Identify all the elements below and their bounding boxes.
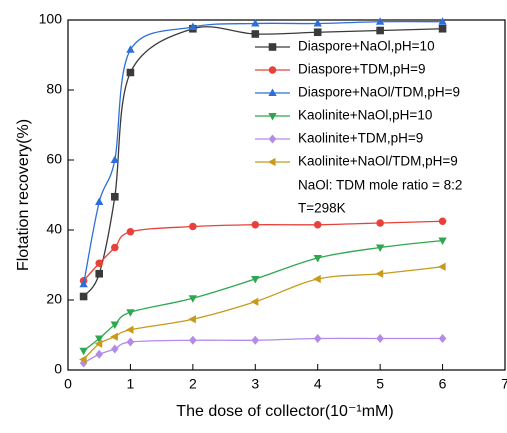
series-line [83, 26, 443, 297]
x-tick-label: 4 [314, 376, 322, 392]
marker [126, 337, 135, 347]
marker [110, 332, 118, 341]
legend-label: Diaspore+TDM,pH=9 [298, 62, 426, 77]
marker [126, 309, 135, 317]
marker [313, 333, 322, 344]
marker [250, 297, 259, 306]
marker [313, 220, 322, 229]
x-tick-label: 1 [127, 376, 135, 392]
marker [251, 335, 260, 345]
marker [438, 262, 446, 271]
marker [438, 333, 447, 344]
marker [313, 274, 321, 284]
marker [79, 279, 88, 288]
y-tick-label: 0 [54, 361, 62, 377]
y-tick-label: 20 [46, 291, 62, 307]
marker [375, 17, 385, 25]
series-line [83, 220, 443, 282]
marker [267, 157, 276, 167]
y-tick-label: 100 [39, 11, 63, 27]
marker [313, 254, 322, 263]
marker [95, 197, 104, 206]
marker [110, 155, 120, 164]
marker [111, 192, 119, 201]
marker [95, 259, 104, 268]
y-tick-label: 60 [46, 151, 62, 167]
marker [268, 88, 277, 97]
plot-frame [67, 19, 506, 371]
marker [375, 269, 384, 278]
marker [251, 30, 260, 38]
x-tick-label: 7 [501, 376, 507, 392]
marker [110, 321, 120, 330]
marker [126, 45, 135, 53]
marker [251, 18, 260, 27]
annotation: T=298K [298, 201, 346, 216]
marker [188, 295, 198, 303]
x-tick-label: 6 [439, 376, 447, 392]
marker [95, 269, 104, 278]
x-tick-label: 5 [376, 376, 384, 392]
marker [189, 335, 197, 345]
marker [438, 217, 447, 226]
marker [188, 22, 198, 31]
marker [268, 134, 277, 144]
x-axis-label: The dose of collector(10⁻¹mM) [176, 403, 393, 420]
marker [126, 68, 135, 77]
marker [251, 275, 260, 284]
marker [438, 237, 447, 246]
marker [189, 222, 197, 231]
legend-label: Diaspore+NaOl,pH=10 [298, 39, 435, 54]
legend-label: Kaolinite+NaOl/TDM,pH=9 [298, 154, 458, 169]
legend-label: Diaspore+NaOl/TDM,pH=9 [298, 85, 460, 100]
marker [111, 243, 119, 252]
x-tick-label: 3 [251, 376, 259, 392]
legend-label: Kaolinite+TDM,pH=9 [298, 131, 423, 146]
marker [79, 292, 88, 301]
marker [376, 219, 384, 227]
marker [376, 333, 384, 344]
marker [111, 344, 119, 354]
marker [79, 347, 88, 356]
marker [313, 18, 322, 27]
marker [251, 220, 260, 229]
y-tick-label: 40 [46, 221, 62, 237]
annotation: NaOl: TDM mole ratio = 8:2 [298, 178, 462, 193]
marker [268, 43, 277, 51]
marker [313, 28, 322, 37]
marker [79, 355, 87, 364]
series-line [82, 20, 443, 285]
marker [94, 339, 103, 348]
marker [95, 349, 104, 359]
x-tick-label: 0 [64, 376, 72, 392]
marker [188, 315, 196, 324]
marker [125, 325, 134, 334]
marker [375, 244, 385, 253]
marker [438, 17, 447, 25]
marker [438, 24, 447, 33]
x-tick-label: 2 [189, 376, 197, 392]
series-line [83, 337, 443, 364]
series-line [83, 266, 443, 360]
marker [95, 335, 104, 344]
y-axis-label: Flotation recovery(%) [15, 119, 32, 271]
marker [268, 66, 277, 74]
marker [376, 26, 384, 35]
y-tick-label: 80 [46, 81, 62, 97]
marker [126, 227, 135, 236]
marker [268, 112, 277, 121]
legend-label: Kaolinite+NaOl,pH=10 [298, 108, 432, 123]
series-line [83, 239, 443, 352]
